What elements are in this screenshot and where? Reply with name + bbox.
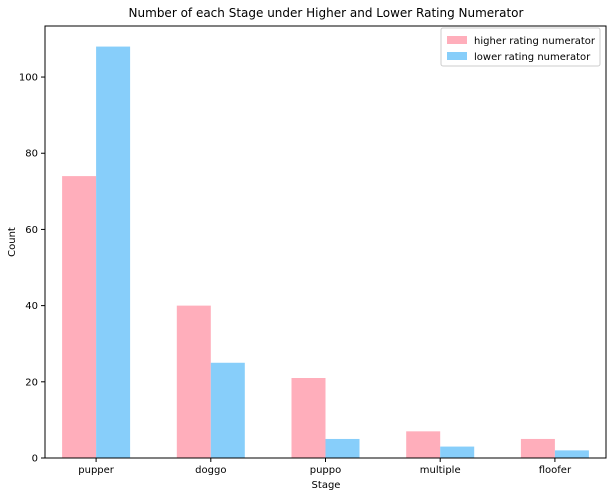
y-tick-label-60: 60: [25, 225, 38, 236]
y-tick-label-80: 80: [25, 149, 38, 160]
bar-doggo-lower: [210, 362, 245, 458]
x-axis: pupper doggo puppo multiple floofer: [78, 458, 572, 476]
y-tick-label-0: 0: [32, 454, 38, 465]
legend-frame: [440, 27, 601, 67]
bars-group: [62, 46, 589, 458]
legend: higher rating numerator lower rating nume…: [440, 27, 601, 67]
x-tick-label-pupper: pupper: [78, 465, 115, 476]
y-axis: 0 20 40 60 80 100: [19, 73, 45, 465]
x-axis-label: Stage: [312, 480, 341, 491]
legend-label-higher: higher rating numerator: [474, 36, 596, 47]
bar-multiple-lower: [440, 446, 475, 458]
legend-label-lower: lower rating numerator: [474, 52, 591, 63]
y-axis-label: Count: [7, 227, 18, 257]
y-tick-label-100: 100: [19, 73, 38, 84]
bar-floofer-higher: [520, 438, 555, 458]
x-tick-label-doggo: doggo: [195, 465, 226, 476]
bar-pupper-lower: [96, 46, 131, 458]
bar-doggo-higher: [176, 305, 211, 458]
legend-swatch-lower: [447, 52, 467, 60]
bar-floofer-lower: [554, 450, 589, 458]
y-tick-label-20: 20: [25, 377, 38, 388]
bar-multiple-higher: [406, 431, 441, 458]
x-tick-label-puppo: puppo: [310, 465, 342, 476]
y-tick-label-40: 40: [25, 301, 38, 312]
bar-puppo-higher: [291, 378, 326, 458]
x-tick-label-floofer: floofer: [539, 465, 572, 476]
bar-puppo-lower: [325, 438, 360, 458]
legend-swatch-higher: [447, 36, 467, 44]
bar-pupper-higher: [62, 176, 97, 458]
chart-title: Number of each Stage under Higher and Lo…: [129, 6, 524, 20]
x-tick-label-multiple: multiple: [420, 465, 461, 476]
